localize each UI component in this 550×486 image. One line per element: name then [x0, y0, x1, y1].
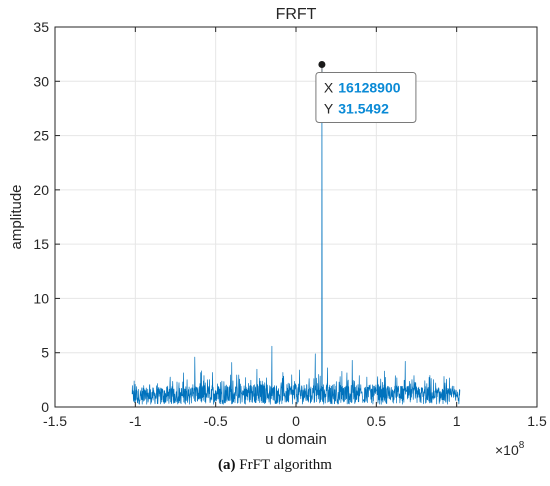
chart: -1.5 -1 -0.5 0 0.5 1 1.5 0 5 10 15 20 25 30 35 FRFT u …: [8, 6, 547, 456]
datatip-x-value: 16128900: [338, 79, 401, 95]
y-tick-label: 30: [33, 73, 49, 89]
x-tick-label: 0.5: [367, 413, 387, 429]
y-tick-label: 20: [33, 182, 49, 198]
y-tick-label: 15: [33, 236, 49, 252]
y-tick-label: 35: [33, 19, 49, 35]
x-tick-label: 1: [453, 413, 461, 429]
chart-title: FRFT: [276, 6, 317, 23]
x-tick-label: -0.5: [204, 413, 228, 429]
signal-line: [131, 64, 461, 405]
x-tick-label: 1.5: [527, 413, 547, 429]
caption-label: (a): [218, 457, 236, 473]
y-tick-label: 5: [41, 345, 49, 361]
y-tick-label: 0: [41, 399, 49, 415]
datatip-y-value: 31.5492: [338, 100, 389, 116]
x-axis-label: u domain: [265, 431, 327, 448]
figure-caption: (a) FrFT algorithm: [0, 457, 550, 474]
datatip[interactable]: X 16128900 Y 31.5492: [315, 60, 417, 123]
axis-ticks: -1.5 -1 -0.5 0 0.5 1 1.5 0 5 10 15 20 25 30 35: [33, 19, 547, 429]
x-tick-label: -1: [129, 413, 142, 429]
y-tick-label: 25: [33, 128, 49, 144]
x-tick-label: -1.5: [43, 413, 67, 429]
caption-text: FrFT algorithm: [239, 457, 332, 473]
y-tick-label: 10: [33, 290, 49, 306]
datatip-marker: [318, 60, 326, 68]
datatip-x-row: X 16128900: [324, 79, 401, 95]
x-tick-label: 0: [292, 413, 300, 429]
x-axis-exponent: ×108: [495, 440, 525, 456]
y-axis-label: amplitude: [8, 184, 25, 249]
datatip-box: [315, 71, 417, 123]
x-exponent-power: 8: [519, 440, 525, 451]
signal-series: [131, 64, 461, 405]
datatip-y-label: Y: [324, 100, 334, 116]
datatip-y-row: Y 31.5492: [324, 100, 389, 116]
datatip-x-label: X: [324, 79, 334, 95]
x-exponent-base: ×10: [495, 442, 519, 456]
